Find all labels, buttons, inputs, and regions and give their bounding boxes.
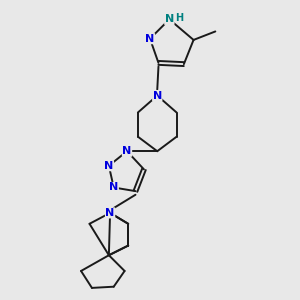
Text: N: N <box>104 161 113 171</box>
Text: N: N <box>109 182 118 193</box>
Text: N: N <box>153 91 162 100</box>
Text: H: H <box>176 13 184 23</box>
Text: N: N <box>106 208 115 218</box>
Text: N: N <box>122 146 132 156</box>
Text: N: N <box>146 34 154 44</box>
Text: N: N <box>165 14 174 24</box>
